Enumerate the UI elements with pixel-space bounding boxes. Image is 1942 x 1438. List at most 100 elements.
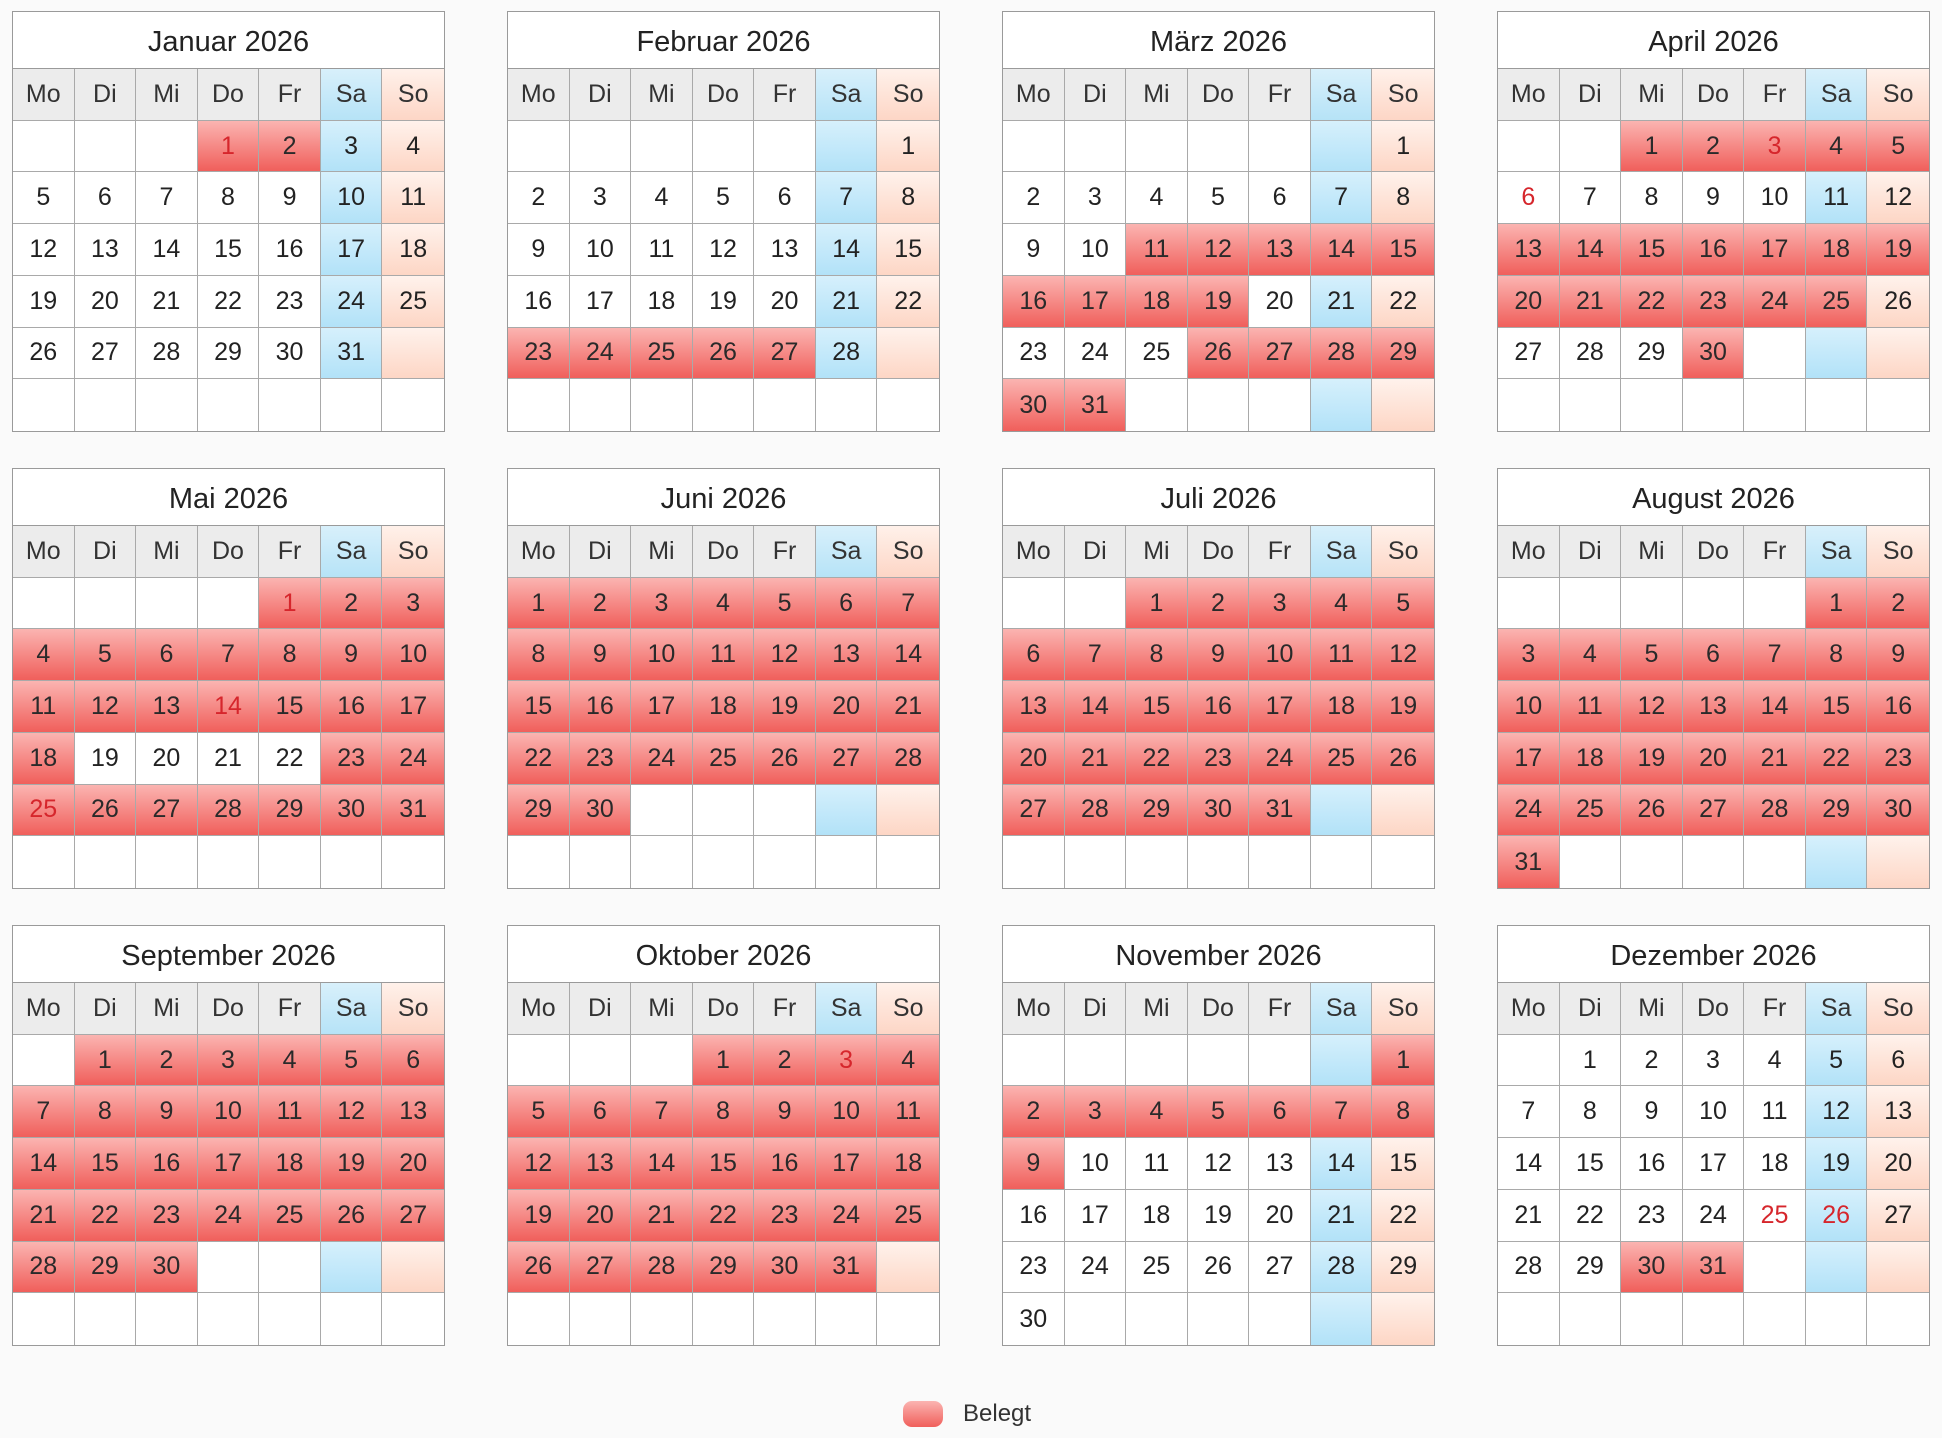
day-cell[interactable]: 20: [1003, 732, 1065, 785]
day-cell[interactable]: 29: [1559, 1241, 1622, 1294]
day-cell[interactable]: 4: [1126, 1086, 1188, 1139]
day-cell[interactable]: 28: [1064, 784, 1127, 837]
day-cell[interactable]: 11: [1126, 1138, 1188, 1190]
day-cell[interactable]: 15: [692, 1138, 755, 1190]
day-cell[interactable]: 17: [1498, 732, 1560, 785]
day-cell[interactable]: 11: [382, 172, 444, 225]
day-cell[interactable]: 19: [1372, 681, 1434, 733]
day-cell[interactable]: 7: [1559, 172, 1622, 225]
day-cell[interactable]: 5: [692, 172, 755, 225]
day-cell[interactable]: 10: [382, 629, 444, 682]
day-cell[interactable]: 30: [1003, 1293, 1065, 1345]
day-cell[interactable]: 29: [1805, 784, 1868, 837]
day-cell[interactable]: 25: [13, 784, 75, 837]
day-cell[interactable]: 2: [1187, 577, 1250, 630]
day-cell[interactable]: 21: [197, 732, 260, 785]
day-cell[interactable]: 4: [1805, 120, 1868, 173]
day-cell[interactable]: 25: [1559, 784, 1622, 837]
day-cell[interactable]: 14: [1310, 224, 1373, 276]
day-cell[interactable]: 23: [569, 732, 632, 785]
day-cell[interactable]: 6: [1003, 629, 1065, 682]
day-cell[interactable]: 8: [74, 1086, 137, 1139]
day-cell[interactable]: 4: [692, 577, 755, 630]
day-cell[interactable]: 3: [1064, 172, 1127, 225]
day-cell[interactable]: 20: [1249, 275, 1311, 328]
day-cell[interactable]: 23: [1682, 275, 1745, 328]
day-cell[interactable]: 14: [1064, 681, 1127, 733]
day-cell[interactable]: 10: [1064, 1138, 1127, 1190]
day-cell[interactable]: 2: [1621, 1034, 1683, 1087]
day-cell[interactable]: 9: [754, 1086, 816, 1139]
day-cell[interactable]: 27: [754, 327, 816, 380]
day-cell[interactable]: 10: [1744, 172, 1806, 225]
day-cell[interactable]: 23: [508, 327, 570, 380]
day-cell[interactable]: 11: [13, 681, 75, 733]
day-cell[interactable]: 8: [508, 629, 570, 682]
day-cell[interactable]: 23: [1003, 327, 1065, 380]
day-cell[interactable]: 6: [569, 1086, 632, 1139]
day-cell[interactable]: 24: [1498, 784, 1560, 837]
day-cell[interactable]: 18: [877, 1138, 939, 1190]
day-cell[interactable]: 31: [382, 784, 444, 837]
day-cell[interactable]: 8: [1126, 629, 1188, 682]
day-cell[interactable]: 27: [1498, 327, 1560, 380]
day-cell[interactable]: 19: [1805, 1138, 1868, 1190]
day-cell[interactable]: 20: [569, 1189, 632, 1242]
day-cell[interactable]: 17: [197, 1138, 260, 1190]
day-cell[interactable]: 13: [1498, 224, 1560, 276]
day-cell[interactable]: 21: [815, 275, 878, 328]
day-cell[interactable]: 12: [1867, 172, 1929, 225]
day-cell[interactable]: 18: [1126, 1189, 1188, 1242]
day-cell[interactable]: 23: [259, 275, 321, 328]
day-cell[interactable]: 2: [508, 172, 570, 225]
day-cell[interactable]: 6: [1867, 1034, 1929, 1087]
day-cell[interactable]: 6: [1249, 1086, 1311, 1139]
day-cell[interactable]: 18: [631, 275, 693, 328]
day-cell[interactable]: 20: [815, 681, 878, 733]
day-cell[interactable]: 12: [13, 224, 75, 276]
day-cell[interactable]: 13: [382, 1086, 444, 1139]
day-cell[interactable]: 6: [754, 172, 816, 225]
day-cell[interactable]: 7: [197, 629, 260, 682]
day-cell[interactable]: 22: [692, 1189, 755, 1242]
day-cell[interactable]: 6: [74, 172, 137, 225]
day-cell[interactable]: 4: [631, 172, 693, 225]
day-cell[interactable]: 13: [569, 1138, 632, 1190]
day-cell[interactable]: 3: [815, 1034, 878, 1087]
day-cell[interactable]: 7: [1064, 629, 1127, 682]
day-cell[interactable]: 28: [13, 1241, 75, 1294]
day-cell[interactable]: 8: [1372, 172, 1434, 225]
day-cell[interactable]: 9: [1187, 629, 1250, 682]
day-cell[interactable]: 13: [1867, 1086, 1929, 1139]
day-cell[interactable]: 3: [320, 120, 383, 173]
day-cell[interactable]: 6: [136, 629, 198, 682]
day-cell[interactable]: 17: [1064, 275, 1127, 328]
day-cell[interactable]: 3: [1498, 629, 1560, 682]
day-cell[interactable]: 12: [1805, 1086, 1868, 1139]
day-cell[interactable]: 28: [1310, 1241, 1373, 1294]
day-cell[interactable]: 25: [1805, 275, 1868, 328]
day-cell[interactable]: 13: [1249, 1138, 1311, 1190]
day-cell[interactable]: 13: [1249, 224, 1311, 276]
day-cell[interactable]: 26: [320, 1189, 383, 1242]
day-cell[interactable]: 14: [815, 224, 878, 276]
day-cell[interactable]: 21: [1559, 275, 1622, 328]
day-cell[interactable]: 26: [1187, 327, 1250, 380]
day-cell[interactable]: 9: [508, 224, 570, 276]
day-cell[interactable]: 7: [1310, 1086, 1373, 1139]
day-cell[interactable]: 11: [631, 224, 693, 276]
day-cell[interactable]: 13: [1682, 681, 1745, 733]
day-cell[interactable]: 21: [1744, 732, 1806, 785]
day-cell[interactable]: 23: [1621, 1189, 1683, 1242]
day-cell[interactable]: 30: [259, 327, 321, 380]
day-cell[interactable]: 31: [1249, 784, 1311, 837]
day-cell[interactable]: 5: [13, 172, 75, 225]
day-cell[interactable]: 22: [74, 1189, 137, 1242]
day-cell[interactable]: 3: [1744, 120, 1806, 173]
day-cell[interactable]: 20: [1867, 1138, 1929, 1190]
day-cell[interactable]: 7: [1498, 1086, 1560, 1139]
day-cell[interactable]: 16: [1003, 275, 1065, 328]
day-cell[interactable]: 3: [197, 1034, 260, 1087]
day-cell[interactable]: 2: [1682, 120, 1745, 173]
day-cell[interactable]: 3: [382, 577, 444, 630]
